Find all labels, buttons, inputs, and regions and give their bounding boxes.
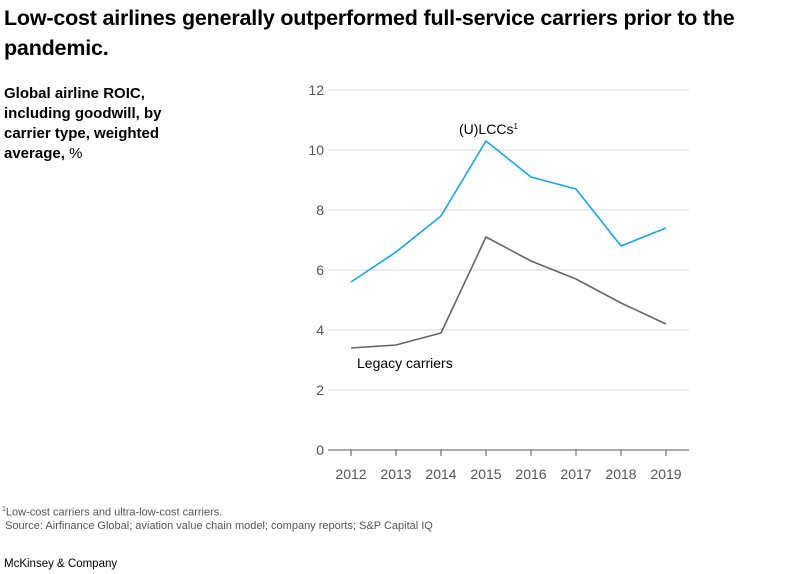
y-tick-12: 12 (308, 82, 324, 98)
x-tick-2012: 2012 (335, 466, 366, 482)
series-label-ulccs: (U)LCCs1 (459, 121, 518, 137)
x-tick-2015: 2015 (470, 466, 501, 482)
y-tick-8: 8 (316, 202, 324, 218)
series-label-legacy-carriers: Legacy carriers (357, 355, 453, 371)
footnote: 1Low-cost carriers and ultra-low-cost ca… (2, 503, 702, 533)
x-tick-2018: 2018 (605, 466, 636, 482)
y-tick-4: 4 (316, 322, 324, 338)
series-line-legacy-carriers (350, 236, 667, 349)
x-tick-2019: 2019 (650, 466, 681, 482)
series-lines (350, 140, 667, 349)
series-label-ulccs-text: (U)LCCs (459, 121, 513, 137)
x-tick-labels: 2012 2013 2014 2015 2016 2017 2018 2019 (335, 450, 682, 482)
y-tick-0: 0 (316, 442, 324, 458)
y-tick-10: 10 (308, 142, 324, 158)
y-tick-2: 2 (316, 382, 324, 398)
y-tick-labels: 0 2 4 6 8 10 12 (308, 82, 324, 458)
gridlines (328, 89, 689, 451)
series-line-ulccs (350, 140, 667, 283)
brand-logo-text: McKinsey & Company (4, 558, 118, 570)
footnote-text: Low-cost carriers and ultra-low-cost car… (5, 506, 223, 519)
y-axis-label-text: Global airline ROIC, including goodwill,… (4, 85, 162, 162)
series-label-ulccs-footnote-marker: 1 (513, 122, 518, 131)
footnote-note: 1Low-cost carriers and ultra-low-cost ca… (2, 503, 702, 520)
source-text: Source: Airfinance Global; aviation valu… (5, 519, 433, 532)
x-tick-2016: 2016 (515, 466, 546, 482)
x-tick-2014: 2014 (425, 466, 456, 482)
y-axis-label: Global airline ROIC, including goodwill,… (4, 84, 204, 164)
x-tick-2013: 2013 (380, 466, 411, 482)
y-tick-6: 6 (316, 262, 324, 278)
x-tick-2017: 2017 (560, 466, 591, 482)
source-note: Source: Airfinance Global; aviation valu… (2, 520, 702, 533)
chart-title: Low-cost airlines generally outperformed… (4, 6, 735, 60)
footnote-marker: 1 (2, 506, 6, 513)
y-axis-unit: % (69, 145, 83, 162)
